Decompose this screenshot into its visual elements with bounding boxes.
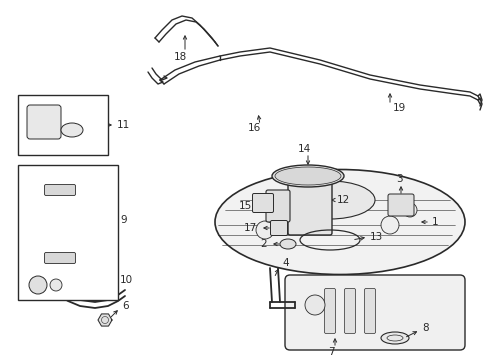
Text: 10: 10 xyxy=(120,275,133,285)
Bar xyxy=(18,165,118,300)
Text: 12: 12 xyxy=(337,195,350,205)
Ellipse shape xyxy=(275,167,341,185)
Circle shape xyxy=(256,221,274,239)
FancyBboxPatch shape xyxy=(252,194,273,212)
Text: 13: 13 xyxy=(370,232,383,242)
Bar xyxy=(18,95,108,155)
Circle shape xyxy=(403,203,417,217)
FancyBboxPatch shape xyxy=(388,194,414,216)
FancyBboxPatch shape xyxy=(365,288,375,333)
Text: 18: 18 xyxy=(173,52,187,62)
FancyBboxPatch shape xyxy=(45,185,75,195)
FancyBboxPatch shape xyxy=(288,176,332,235)
FancyBboxPatch shape xyxy=(27,105,61,139)
Text: 6: 6 xyxy=(122,301,129,311)
Circle shape xyxy=(305,295,325,315)
Circle shape xyxy=(381,216,399,234)
Text: 1: 1 xyxy=(432,217,439,227)
Text: 9: 9 xyxy=(120,215,126,225)
FancyBboxPatch shape xyxy=(344,288,356,333)
Text: 17: 17 xyxy=(244,223,257,233)
Ellipse shape xyxy=(381,332,409,344)
Text: 3: 3 xyxy=(396,174,402,184)
Ellipse shape xyxy=(285,181,375,219)
Text: 14: 14 xyxy=(297,144,311,154)
Text: 16: 16 xyxy=(248,123,261,133)
Circle shape xyxy=(29,276,47,294)
FancyBboxPatch shape xyxy=(324,288,336,333)
Ellipse shape xyxy=(272,165,344,187)
Text: 15: 15 xyxy=(239,201,252,211)
FancyBboxPatch shape xyxy=(266,190,290,222)
Text: 11: 11 xyxy=(117,120,130,130)
Text: 19: 19 xyxy=(393,103,406,113)
Ellipse shape xyxy=(215,170,465,275)
FancyBboxPatch shape xyxy=(285,275,465,350)
Text: 7: 7 xyxy=(328,347,334,357)
FancyBboxPatch shape xyxy=(270,220,288,235)
Text: 8: 8 xyxy=(422,323,429,333)
Text: 5: 5 xyxy=(40,288,47,298)
FancyBboxPatch shape xyxy=(45,252,75,264)
Text: 4: 4 xyxy=(282,258,289,268)
Text: 2: 2 xyxy=(260,239,267,249)
Circle shape xyxy=(50,279,62,291)
Ellipse shape xyxy=(61,123,83,137)
Ellipse shape xyxy=(280,239,296,249)
Polygon shape xyxy=(98,314,112,326)
